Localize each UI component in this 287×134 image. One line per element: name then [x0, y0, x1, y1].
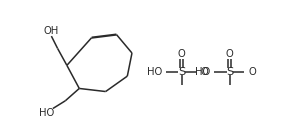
Text: OH: OH: [44, 27, 59, 36]
Text: HO: HO: [147, 66, 162, 77]
Text: O: O: [200, 66, 208, 77]
Text: O: O: [178, 49, 185, 59]
Text: O: O: [226, 49, 234, 59]
Text: HO: HO: [39, 108, 54, 118]
Text: S: S: [226, 66, 233, 77]
Text: S: S: [178, 66, 185, 77]
Text: HO: HO: [195, 66, 210, 77]
Text: O: O: [249, 66, 256, 77]
